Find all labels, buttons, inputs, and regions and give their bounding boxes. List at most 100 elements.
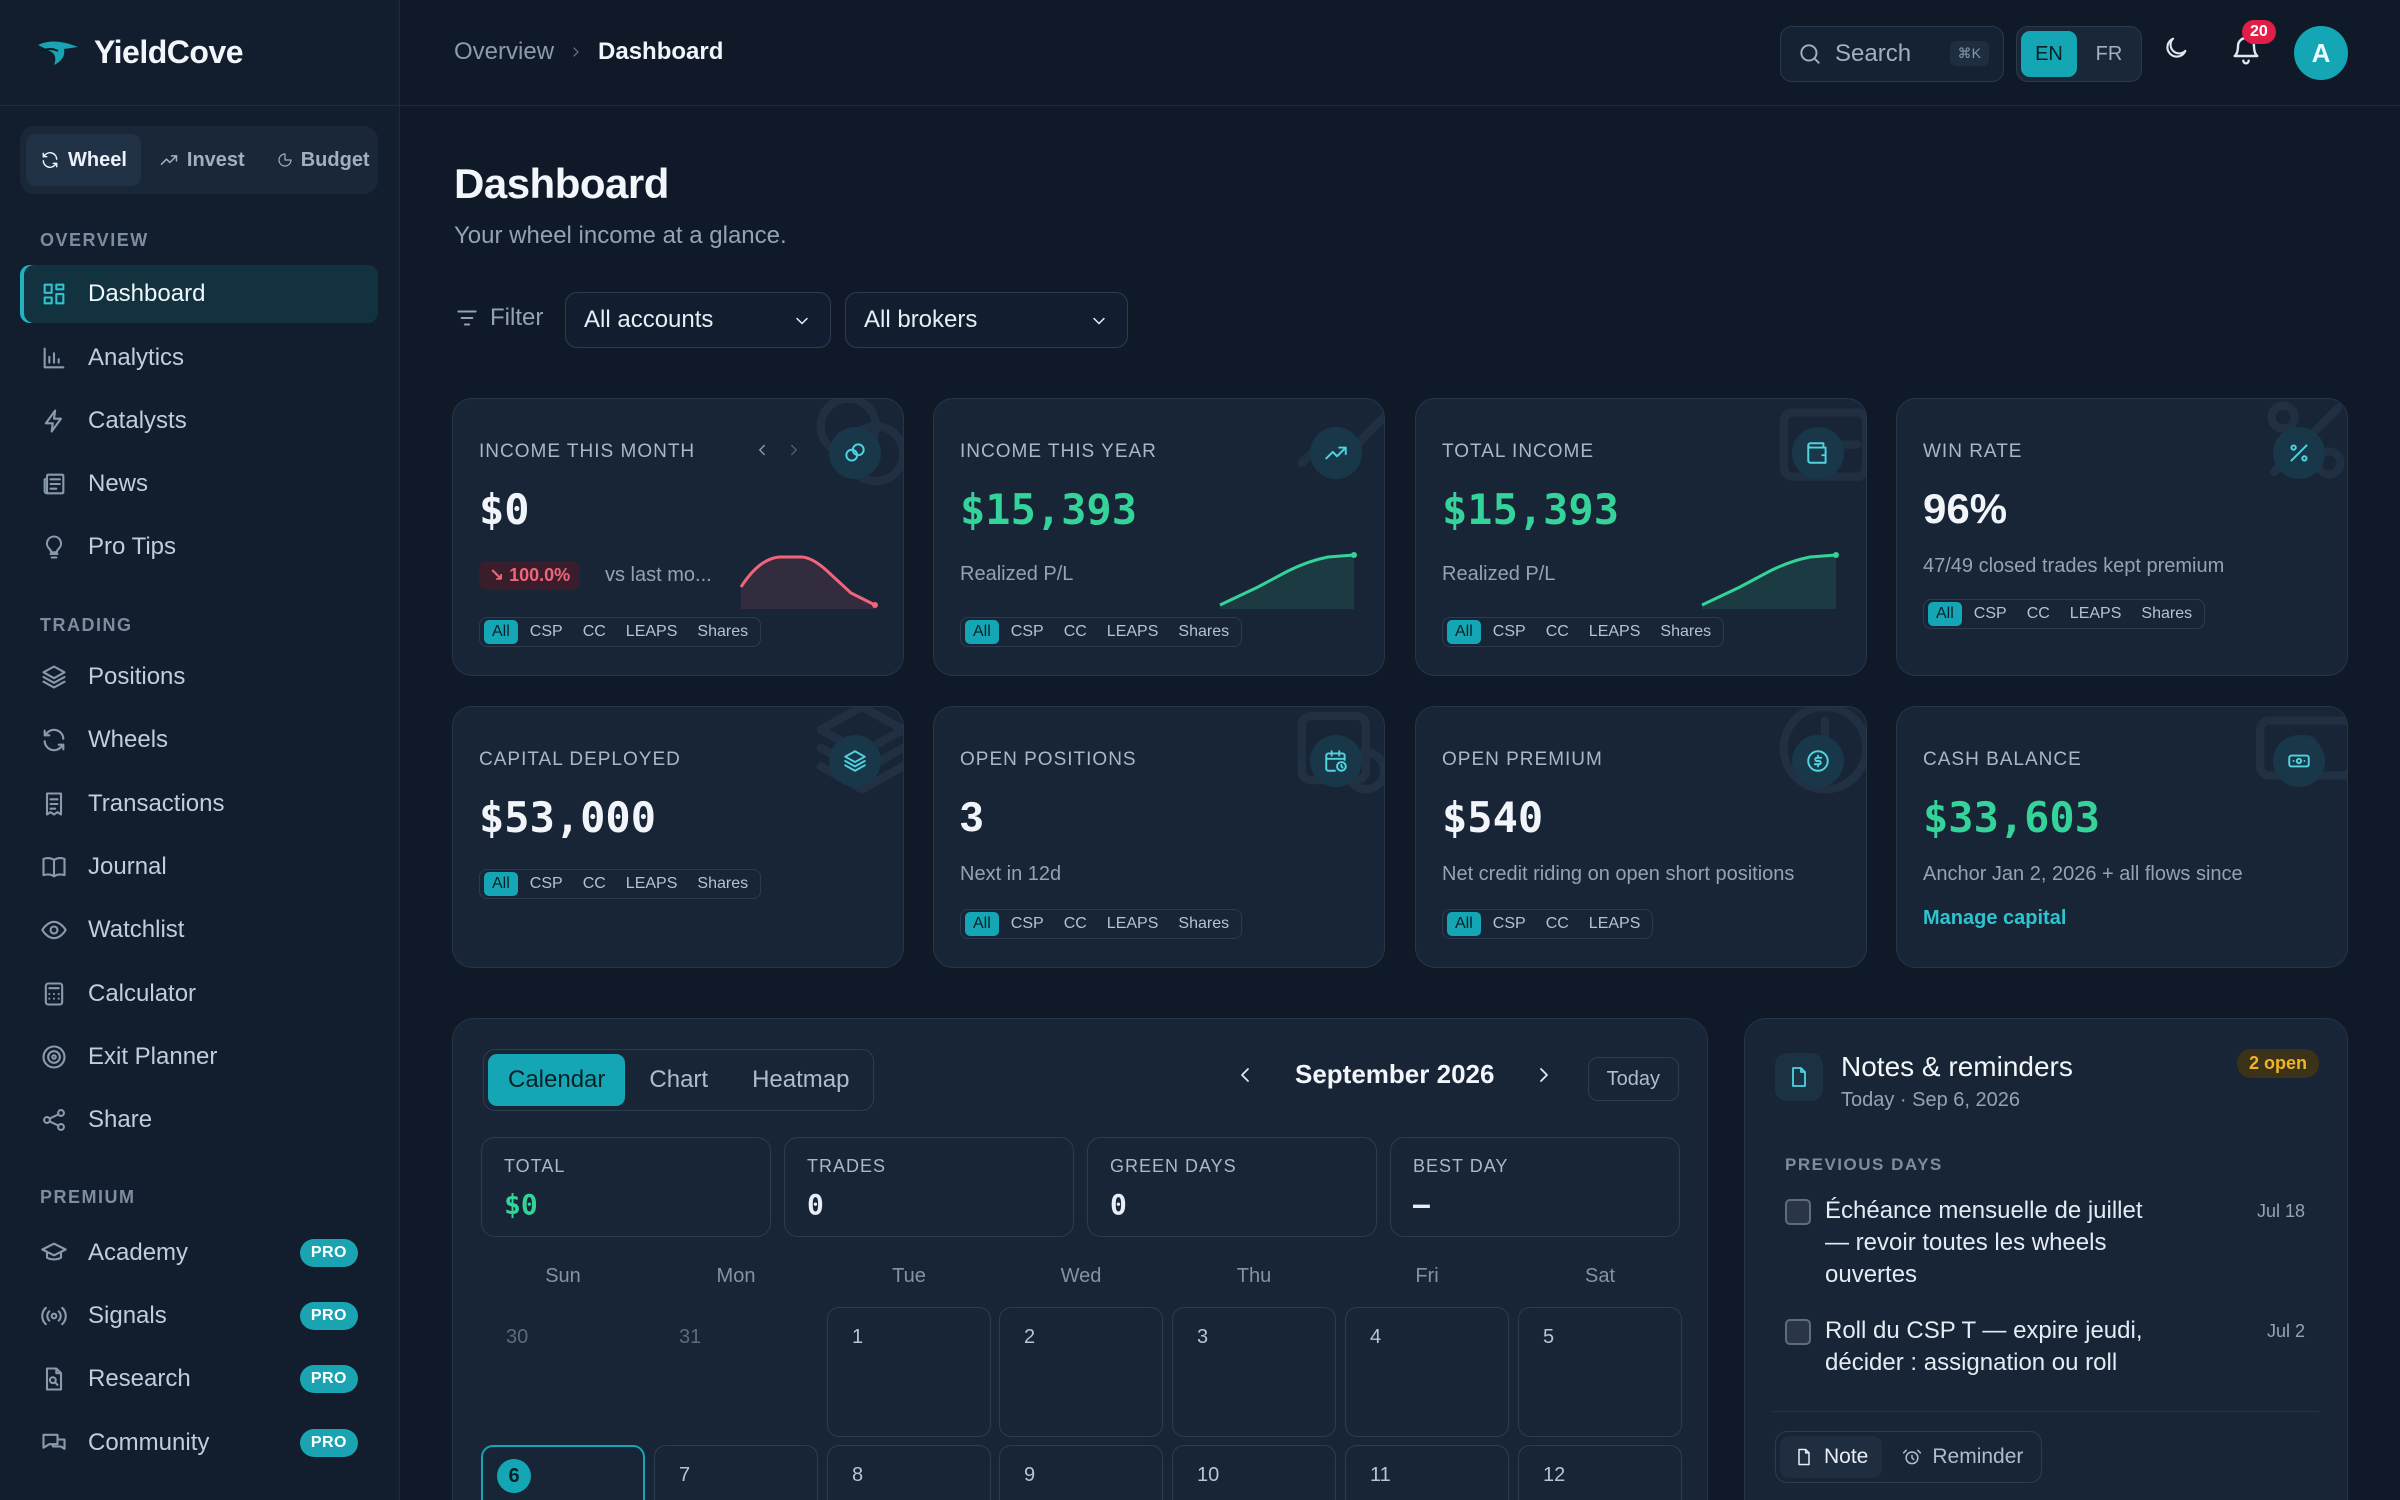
sidebar-item-catalysts[interactable]: Catalysts <box>20 392 378 450</box>
calendar-day[interactable]: 12 <box>1518 1445 1682 1500</box>
chip-all[interactable]: All <box>965 620 999 644</box>
sidebar-item-positions[interactable]: Positions <box>20 648 378 706</box>
chip-leaps[interactable]: LEAPS <box>1588 623 1641 640</box>
chip-cc[interactable]: CC <box>1545 915 1569 932</box>
tab-chart[interactable]: Chart <box>649 1066 709 1093</box>
chip-shares[interactable]: Shares <box>2141 605 2193 622</box>
chip-leaps[interactable]: LEAPS <box>1106 623 1159 640</box>
sidebar-item-exit-planner[interactable]: Exit Planner <box>20 1028 378 1086</box>
calendar-day[interactable]: 7 <box>654 1445 818 1500</box>
sidebar-item-dashboard[interactable]: Dashboard <box>20 265 378 323</box>
day-number: 1 <box>852 1326 864 1348</box>
chevron-right-icon <box>568 44 584 60</box>
sidebar-item-journal[interactable]: Journal <box>20 838 378 896</box>
chevron-left-icon[interactable] <box>1233 1063 1257 1087</box>
mode-wheel[interactable]: Wheel <box>26 134 141 186</box>
search-button[interactable]: Search ⌘K <box>1780 26 2004 82</box>
sidebar-item-transactions[interactable]: Transactions <box>20 775 378 833</box>
chip-csp[interactable]: CSP <box>529 875 563 892</box>
chip-leaps[interactable]: LEAPS <box>625 623 678 640</box>
chip-cc[interactable]: CC <box>1545 623 1569 640</box>
chip-cc[interactable]: CC <box>2026 605 2050 622</box>
chip-shares[interactable]: Shares <box>697 623 749 640</box>
calendar-day[interactable]: 8 <box>827 1445 991 1500</box>
calendar-day-selected[interactable]: 6 <box>481 1445 645 1500</box>
chip-csp[interactable]: CSP <box>1492 915 1526 932</box>
sidebar-item-pro-tips[interactable]: Pro Tips <box>20 518 378 576</box>
weekday-mon: Mon <box>716 1265 756 1287</box>
chip-csp[interactable]: CSP <box>1010 915 1044 932</box>
notes-title: Notes & reminders <box>1841 1051 2073 1082</box>
sidebar-item-share[interactable]: Share <box>20 1091 378 1149</box>
calendar-day[interactable]: 2 <box>999 1307 1163 1437</box>
type-chips: All CSP CC LEAPS Shares <box>1923 599 2206 629</box>
chip-all[interactable]: All <box>484 620 518 644</box>
tab-calendar[interactable]: Calendar <box>488 1054 626 1106</box>
chip-all[interactable]: All <box>965 912 999 936</box>
note-checkbox[interactable] <box>1785 1319 1811 1345</box>
chip-cc[interactable]: CC <box>1063 623 1087 640</box>
calendar-day[interactable]: 9 <box>999 1445 1163 1500</box>
mode-invest[interactable]: Invest <box>145 134 259 186</box>
chip-all[interactable]: All <box>1447 620 1481 644</box>
chip-cc[interactable]: CC <box>582 875 606 892</box>
card-open-premium: OPEN PREMIUM $540 Net credit riding on o… <box>1415 706 1867 968</box>
stat-value: $0 <box>504 1188 538 1221</box>
chip-csp[interactable]: CSP <box>529 623 563 640</box>
moon-icon[interactable] <box>2162 34 2190 62</box>
chip-all[interactable]: All <box>1447 912 1481 936</box>
sidebar-item-label: Transactions <box>88 790 225 817</box>
note-checkbox[interactable] <box>1785 1199 1811 1225</box>
sidebar-item-watchlist[interactable]: Watchlist <box>20 901 378 959</box>
chip-leaps[interactable]: LEAPS <box>1588 915 1641 932</box>
tab-reminder[interactable]: Reminder <box>1888 1436 2037 1478</box>
chip-csp[interactable]: CSP <box>1492 623 1526 640</box>
chip-shares[interactable]: Shares <box>1178 915 1230 932</box>
breadcrumb-overview[interactable]: Overview <box>454 38 555 65</box>
sidebar-item-research[interactable]: Research PRO <box>20 1350 378 1408</box>
calendar-day[interactable]: 5 <box>1518 1307 1682 1437</box>
calendar-day[interactable]: 4 <box>1345 1307 1509 1437</box>
search-shortcut: ⌘K <box>1949 41 1989 66</box>
chip-leaps[interactable]: LEAPS <box>2069 605 2122 622</box>
tab-heatmap[interactable]: Heatmap <box>752 1066 850 1093</box>
chip-all[interactable]: All <box>1928 602 1962 626</box>
sidebar-item-news[interactable]: News <box>20 455 378 513</box>
brand[interactable]: YieldCove <box>0 0 399 106</box>
chip-leaps[interactable]: LEAPS <box>1106 915 1159 932</box>
calendar-day[interactable]: 11 <box>1345 1445 1509 1500</box>
chip-shares[interactable]: Shares <box>1178 623 1230 640</box>
chip-csp[interactable]: CSP <box>1010 623 1044 640</box>
language-fr[interactable]: FR <box>2095 42 2123 65</box>
today-button[interactable]: Today <box>1587 1057 1679 1101</box>
calendar-day[interactable]: 1 <box>827 1307 991 1437</box>
chip-shares[interactable]: Shares <box>1660 623 1712 640</box>
account-select[interactable]: All accounts <box>565 292 831 348</box>
mode-budget[interactable]: Budget <box>263 134 384 186</box>
chip-cc[interactable]: CC <box>582 623 606 640</box>
card-win-rate: WIN RATE 96% 47/49 closed trades kept pr… <box>1896 398 2348 676</box>
sidebar-item-community[interactable]: Community PRO <box>20 1414 378 1472</box>
tab-note[interactable]: Note <box>1780 1436 1883 1478</box>
chip-csp[interactable]: CSP <box>1973 605 2007 622</box>
sidebar-item-wheels[interactable]: Wheels <box>20 711 378 769</box>
broker-select[interactable]: All brokers <box>845 292 1128 348</box>
sidebar-item-calculator[interactable]: Calculator <box>20 965 378 1023</box>
chip-all[interactable]: All <box>484 872 518 896</box>
sidebar-item-signals[interactable]: Signals PRO <box>20 1287 378 1345</box>
sidebar-item-academy[interactable]: Academy PRO <box>20 1224 378 1282</box>
calendar-day[interactable]: 10 <box>1172 1445 1336 1500</box>
chevron-left-icon[interactable] <box>753 441 771 459</box>
wallet-icon <box>1792 427 1844 479</box>
chevron-right-icon[interactable] <box>785 441 803 459</box>
chevron-right-icon[interactable] <box>1532 1063 1556 1087</box>
sidebar-item-analytics[interactable]: Analytics <box>20 329 378 387</box>
chip-leaps[interactable]: LEAPS <box>625 875 678 892</box>
chip-shares[interactable]: Shares <box>697 875 749 892</box>
manage-capital-link[interactable]: Manage capital <box>1923 907 2067 929</box>
chip-cc[interactable]: CC <box>1063 915 1087 932</box>
avatar[interactable]: A <box>2294 26 2348 80</box>
day-number: 6 <box>497 1459 531 1493</box>
language-en[interactable]: EN <box>2021 31 2077 77</box>
calendar-day[interactable]: 3 <box>1172 1307 1336 1437</box>
